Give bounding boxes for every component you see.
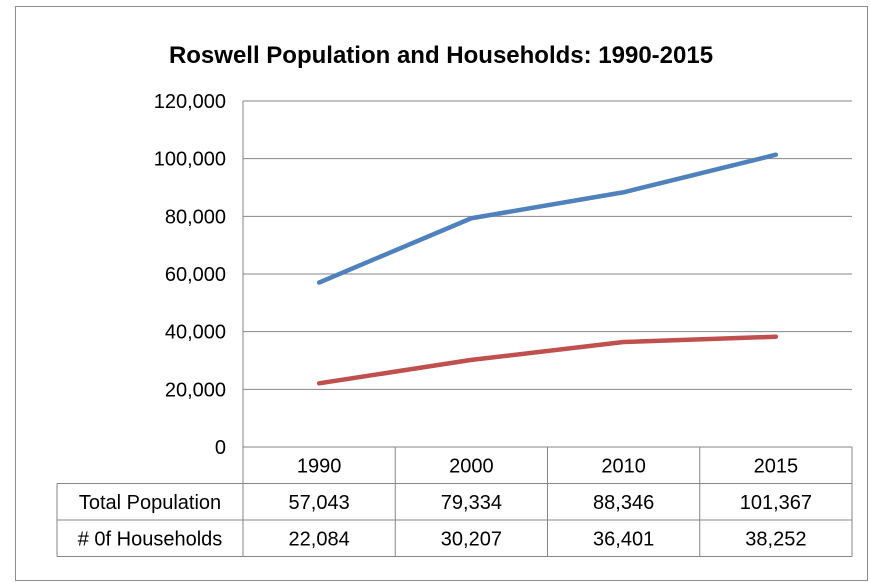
- data-label: 88,346: [593, 492, 654, 514]
- series-lines: [316, 152, 779, 386]
- gridlines: [243, 100, 852, 390]
- y-tick-label: 100,000: [154, 149, 226, 171]
- data-label: 30,207: [441, 528, 502, 550]
- data-label: 22,084: [289, 528, 350, 550]
- series-name: # 0f Households: [78, 528, 223, 550]
- data-label: 38,252: [745, 528, 806, 550]
- data-label: 57,043: [289, 492, 350, 514]
- chart-title: Roswell Population and Households: 1990-…: [169, 42, 713, 69]
- chart-frame: Roswell Population and Households: 1990-…: [15, 6, 868, 581]
- y-tick-label: 20,000: [165, 379, 226, 401]
- data-table: 1990 2000 2010 2015 Total Population 57,043 79…: [56, 101, 853, 557]
- x-tick-label: 2010: [601, 455, 646, 477]
- x-tick-label: 2015: [754, 455, 799, 477]
- data-label: 79,334: [441, 492, 502, 514]
- series-line-2: [316, 334, 779, 386]
- series-line-1: [316, 152, 779, 285]
- x-tick-label: 1990: [297, 455, 342, 477]
- line-chart: Roswell Population and Households: 1990-…: [56, 42, 853, 557]
- y-tick-label: 40,000: [165, 322, 226, 344]
- y-tick-label: 0: [215, 437, 226, 459]
- data-label: 36,401: [593, 528, 654, 550]
- y-tick-label: 120,000: [154, 91, 226, 113]
- series-name: Total Population: [79, 492, 221, 514]
- y-tick-label: 60,000: [165, 264, 226, 286]
- x-tick-label: 2000: [449, 455, 494, 477]
- data-label: 101,367: [740, 492, 812, 514]
- y-tick-label: 80,000: [165, 206, 226, 228]
- y-axis-ticks: 0 20,000 40,000 60,000 80,000 100,000 120,000: [154, 91, 226, 459]
